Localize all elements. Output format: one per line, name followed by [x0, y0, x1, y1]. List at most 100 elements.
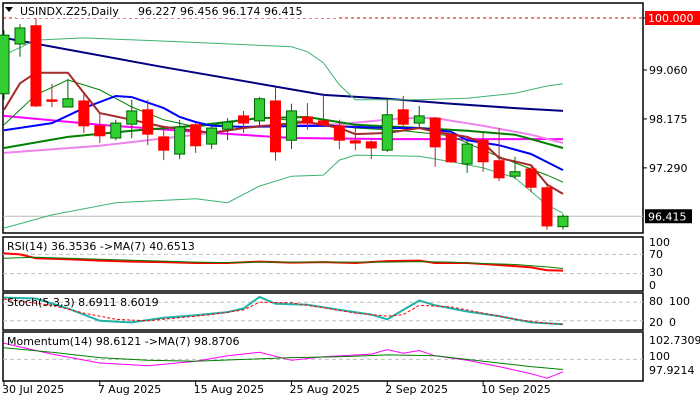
chart-header: USINDX.Z25,Daily 96.227 96.456 96.174 96…: [5, 4, 336, 18]
candle: [110, 119, 122, 141]
y-tick-label: 100: [649, 350, 670, 363]
candle-body: [541, 187, 553, 227]
candle-body: [206, 127, 218, 145]
candle: [493, 128, 505, 182]
indicator-line-ma_green: [3, 347, 564, 370]
candle-body: [46, 99, 58, 102]
candle-body: [158, 136, 170, 151]
current-price-box: [645, 209, 692, 224]
candle: [94, 113, 106, 143]
candle-body: [477, 139, 489, 163]
indicator-line-ma_green: [3, 256, 564, 269]
candle: [142, 99, 154, 146]
candle-body: [142, 109, 154, 135]
y-tick-label: 98.175: [649, 113, 688, 126]
alert-price-box: [645, 11, 700, 25]
candle: [509, 156, 521, 179]
candle: [158, 129, 170, 161]
candle: [349, 124, 361, 151]
candle: [381, 98, 393, 152]
candle: [429, 116, 441, 167]
indicator-line-stoch_main: [3, 295, 564, 326]
indicator-line-bear: [3, 298, 564, 325]
candle: [126, 99, 138, 139]
candle-body: [14, 27, 26, 45]
candle: [190, 123, 202, 153]
x-tick-label: 30 Jul 2025: [2, 383, 64, 396]
candle: [30, 15, 42, 108]
y-tick-label: 102.7309: [649, 334, 700, 347]
candle-body: [285, 110, 297, 141]
y-tick-label: 97.9214: [649, 364, 695, 377]
candle: [0, 30, 10, 100]
indicator-panel-frame: [2, 292, 644, 331]
candle-body: [301, 116, 313, 124]
candle: [301, 103, 313, 130]
candle: [62, 78, 74, 108]
candle: [285, 103, 297, 150]
y-tick-label: 20: [649, 316, 663, 329]
candle: [477, 133, 489, 172]
overlay-line-band: [3, 37, 564, 101]
y-tick-label: 0: [649, 279, 656, 292]
candle-body: [557, 215, 569, 228]
indicator-panel-frame: [2, 236, 644, 292]
candle-body: [333, 125, 345, 141]
candle-body: [269, 100, 281, 153]
candle-body: [509, 171, 521, 177]
overlay-line-ma_slow: [3, 36, 564, 112]
candle-body: [126, 110, 138, 125]
y-tick-label: 30: [649, 266, 663, 279]
indicator-line-ma_magenta: [3, 342, 564, 379]
candle-body: [349, 140, 361, 144]
candle: [206, 126, 218, 150]
candle-body: [461, 143, 473, 165]
candle-body: [238, 115, 250, 124]
candle-body: [30, 25, 42, 107]
candle: [269, 87, 281, 161]
x-tick-label: 2 Sep 2025: [385, 383, 448, 396]
candle-body: [381, 114, 393, 151]
indicator-title: RSI(14) 36.3536 ->MA(7) 40.6513: [7, 240, 195, 253]
candle: [254, 97, 266, 127]
current-price-label: 96.415: [648, 210, 687, 223]
candle-body: [110, 122, 122, 139]
candle: [222, 118, 234, 141]
candle: [413, 105, 425, 129]
triangle-down-icon[interactable]: [5, 7, 13, 12]
candle-body: [254, 98, 266, 122]
price-panel[interactable]: 100.000 99.060 98.175 97.290 96.415: [0, 2, 700, 234]
candle: [445, 131, 457, 163]
candle-body: [365, 141, 377, 149]
stochastic-panel[interactable]: 80 100 20 0 Stoch(5,3,3) 8.6911 8.6019: [2, 292, 690, 331]
y-tick-label: 97.290: [649, 162, 688, 175]
y-tick-label: 99.060: [649, 64, 688, 77]
header-backdrop: [16, 4, 336, 18]
ohlc-label: 96.227 96.456 96.174 96.415: [138, 5, 302, 18]
candle: [317, 93, 329, 126]
candle-body: [94, 125, 106, 137]
candle-body: [413, 115, 425, 124]
y-tick-label: 100: [649, 236, 670, 249]
candle: [461, 140, 473, 173]
candle-body: [190, 124, 202, 147]
date-axis: 30 Jul 2025 7 Aug 2025 15 Aug 2025 25 Aug 2…: [2, 381, 551, 396]
y-tick-label: 100: [669, 295, 690, 308]
candle: [238, 110, 250, 134]
candle: [557, 213, 569, 230]
candle: [333, 119, 345, 150]
candle: [14, 24, 26, 57]
candle-body: [317, 120, 329, 126]
candle: [397, 95, 409, 130]
candle: [525, 166, 537, 193]
candle: [174, 119, 186, 160]
candle-body: [493, 160, 505, 179]
candle: [46, 83, 58, 108]
y-tick-label: 80: [649, 295, 663, 308]
x-tick-label: 7 Aug 2025: [98, 383, 161, 396]
candle-body: [222, 121, 234, 130]
x-tick-label: 25 Aug 2025: [289, 383, 359, 396]
